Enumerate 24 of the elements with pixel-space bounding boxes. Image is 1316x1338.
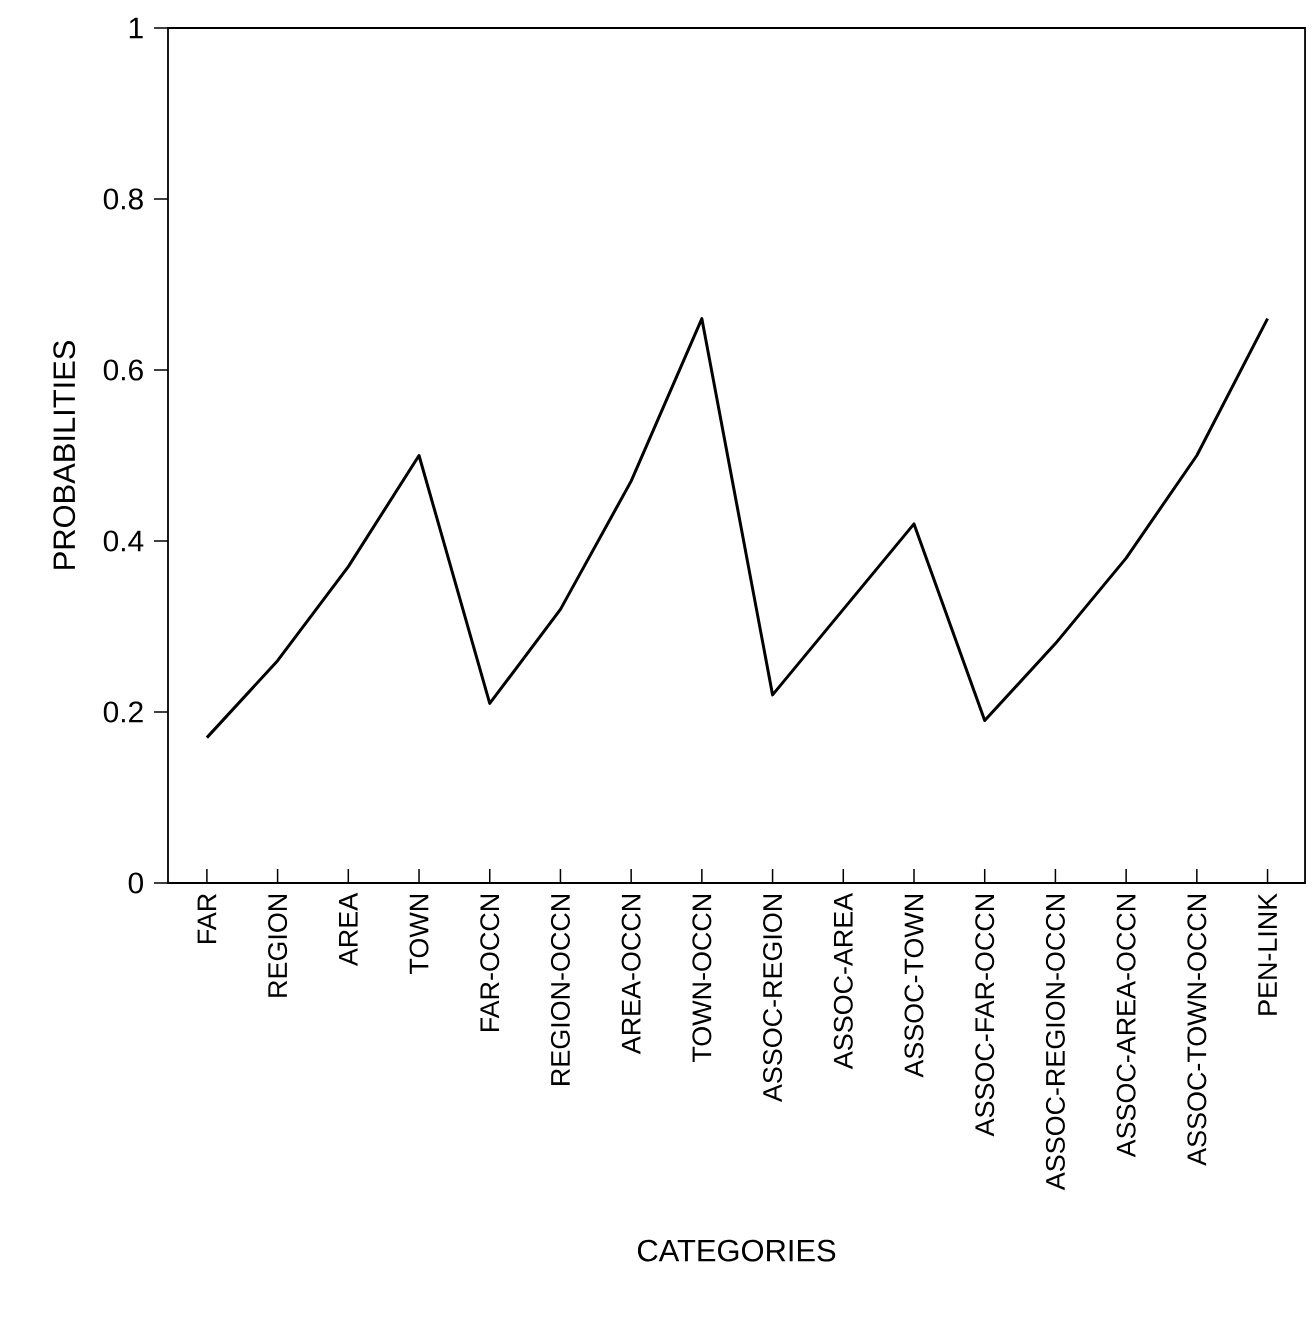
x-tick-label: PEN-LINK: [1258, 893, 1277, 1015]
x-tick-label: ASSOC-AREA-OCCN: [1116, 895, 1136, 1158]
y-tick-label: 0.6: [103, 359, 143, 381]
x-tick-label: FAR-OCCN: [480, 895, 500, 1032]
x-tick-label: ASSOC-AREA: [833, 892, 853, 1070]
x-tick-label: ASSOC-FAR-OCCN: [975, 895, 995, 1137]
y-axis-title: PROBABILITIES: [53, 341, 76, 569]
y-tick-label: 0.2: [103, 701, 143, 723]
y-tick-label: 0.4: [103, 530, 144, 552]
x-tick-label: ASSOC-TOWN-OCCN: [1187, 895, 1207, 1166]
x-tick-label: REGION-OCCN: [550, 895, 570, 1085]
x-tick-label: AREA-OCCN: [621, 895, 641, 1055]
x-tick-label: FAR: [197, 894, 217, 943]
x-tick-label: REGION: [268, 895, 288, 997]
x-tick-label: AREA: [339, 892, 358, 967]
y-tick-label: 0: [128, 872, 143, 894]
x-tick-label: ASSOC-TOWN: [904, 895, 924, 1078]
x-tick-label: TOWN-OCCN: [692, 895, 712, 1063]
x-axis-title: CATEGORIES: [637, 1239, 836, 1262]
x-tick-label: TOWN: [409, 895, 429, 974]
y-tick-label: 0.8: [103, 188, 143, 210]
x-tick-label: ASSOC-REGION: [763, 895, 783, 1103]
x-tick-label: ASSOC-REGION-OCCN: [1045, 895, 1065, 1191]
y-tick-label: 1: [129, 17, 143, 39]
